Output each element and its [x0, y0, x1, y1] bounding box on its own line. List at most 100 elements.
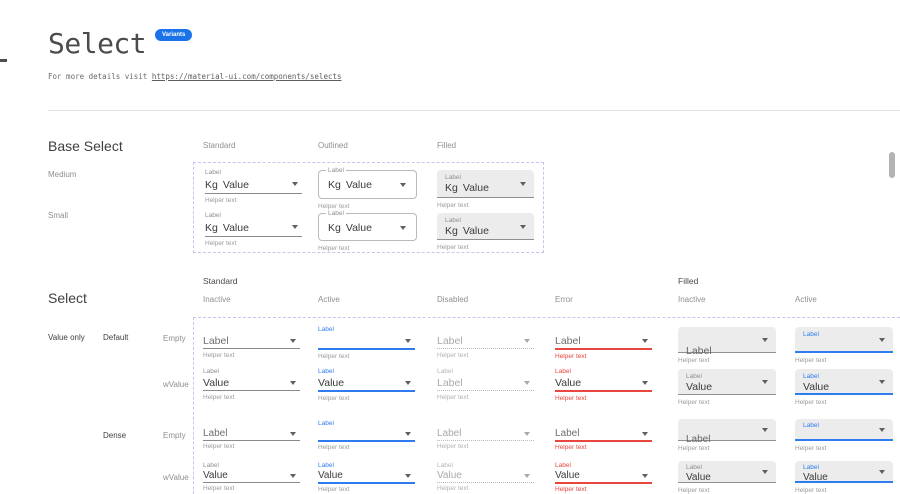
base-col-header-standard: Standard [203, 141, 236, 150]
select-field-filled-active-dense-empty[interactable]: Label Helper text [795, 419, 893, 453]
base-select-filled-small[interactable]: Label Kg Value Helper text [437, 209, 534, 252]
docs-link[interactable]: https://material-ui.com/components/selec… [151, 72, 342, 81]
field-underline [555, 390, 652, 392]
select-field-filled-inactive-dense-wvalue[interactable]: Label Value Helper text [678, 461, 776, 494]
field-value: Value [555, 377, 582, 389]
select-field-standard-error-dense-wvalue[interactable]: Label Value Helper text [555, 461, 652, 494]
select-field-standard-error-default-empty[interactable]: Label Helper text [555, 325, 652, 361]
fill-label-wvalue-default: wValue [163, 380, 189, 389]
dropdown-caret-icon [762, 338, 768, 342]
select-field-standard-disabled-default-wvalue: Label Label Helper text [437, 367, 534, 402]
field-helper-text: Helper text [203, 443, 235, 450]
field-helper-text: Helper text [555, 486, 587, 493]
field-value: Label [437, 377, 463, 389]
dropdown-caret-icon [400, 226, 406, 230]
field-label: Label [803, 464, 819, 471]
subtitle-text: For more details visit [48, 72, 152, 81]
select-field-standard-active-dense-empty[interactable]: Label Helper text [318, 419, 415, 452]
field-value: Label [686, 434, 711, 445]
field-label: Label [203, 462, 219, 469]
field-value-row: Value [555, 376, 652, 390]
dropdown-caret-icon [762, 470, 768, 474]
select-field-standard-inactive-default-empty[interactable]: Label Helper text [203, 325, 300, 360]
field-value: Value [345, 179, 372, 191]
field-label: Label [318, 420, 334, 427]
select-field-standard-active-dense-wvalue[interactable]: Label Value Helper text [318, 461, 415, 494]
filled-field-box: Label Value [795, 461, 893, 483]
field-prefix: Kg [445, 225, 458, 237]
field-label: Label [326, 210, 346, 218]
dropdown-caret-icon [524, 339, 530, 343]
base-select-outlined-medium[interactable]: Label Kg Value Helper text [318, 166, 417, 211]
field-value: Label [203, 428, 228, 439]
field-value-row: Label [203, 334, 300, 348]
field-value: Value [203, 377, 230, 389]
field-label [437, 325, 534, 334]
select-field-filled-active-dense-wvalue[interactable]: Label Value Helper text [795, 461, 893, 494]
field-underline [203, 348, 300, 349]
col-header-std-disabled: Disabled [437, 295, 469, 304]
field-value: Label [437, 428, 462, 439]
field-value: Value [318, 470, 343, 481]
col-header-std-active: Active [318, 295, 340, 304]
filled-field-box: Label Value [678, 461, 776, 483]
field-helper-text: Helper text [318, 353, 350, 360]
select-field-standard-active-default-wvalue[interactable]: Label Value Helper text [318, 367, 415, 403]
filled-field-box: Label Value [678, 369, 776, 395]
select-field-standard-active-default-empty[interactable]: Label Helper text [318, 325, 415, 361]
select-field-filled-active-default-empty[interactable]: Label Helper text [795, 325, 893, 365]
select-field-filled-inactive-default-empty[interactable]: Label Helper text [678, 325, 776, 365]
field-underline [205, 236, 302, 237]
base-select-standard-medium[interactable]: Label Kg Value Helper text [205, 166, 302, 205]
base-select-outlined-small[interactable]: Label Kg Value Helper text [318, 209, 417, 253]
select-field-filled-inactive-default-wvalue[interactable]: Label Value Helper text [678, 367, 776, 407]
select-field-filled-inactive-dense-empty[interactable]: Label Helper text [678, 419, 776, 453]
outlined-field-box: Label Kg Value [318, 167, 417, 199]
field-helper-text: Helper text [437, 443, 469, 450]
field-value: Label [555, 335, 581, 347]
select-field-standard-inactive-dense-wvalue[interactable]: Label Value Helper text [203, 461, 300, 493]
field-helper-text: Helper text [795, 357, 827, 364]
field-label: Label [318, 462, 334, 469]
field-helper-text: Helper text [678, 445, 710, 452]
field-label: Label [437, 462, 453, 469]
dropdown-caret-icon [520, 182, 526, 186]
vertical-scrollbar-thumb[interactable] [889, 152, 895, 178]
field-helper-text: Helper text [318, 203, 350, 210]
select-field-standard-error-dense-empty[interactable]: Label Helper text [555, 419, 652, 452]
select-field-filled-active-default-wvalue[interactable]: Label Value Helper text [795, 367, 893, 407]
field-helper-text: Helper text [555, 444, 587, 451]
field-value: Value [555, 470, 580, 481]
dropdown-caret-icon [524, 474, 530, 478]
field-helper-text: Helper text [203, 394, 235, 401]
base-select-standard-small[interactable]: Label Kg Value Helper text [205, 209, 302, 248]
select-field-standard-error-default-wvalue[interactable]: Label Value Helper text [555, 367, 652, 403]
filled-field-box: Label [678, 419, 776, 445]
col-header-std-error: Error [555, 295, 573, 304]
field-prefix: Kg [205, 179, 218, 191]
field-label: Label [803, 422, 819, 429]
field-helper-text: Helper text [437, 485, 469, 492]
select-grid-frame [193, 317, 900, 494]
select-field-standard-inactive-dense-empty[interactable]: Label Helper text [203, 419, 300, 451]
field-label [686, 330, 768, 339]
field-helper-text: Helper text [203, 352, 235, 359]
field-value-row: Label [555, 334, 652, 348]
page-title: Select [48, 27, 147, 60]
field-value: Value [437, 470, 462, 481]
field-value: Value [686, 381, 713, 393]
field-prefix: Kg [205, 222, 218, 234]
dropdown-caret-icon [290, 432, 296, 436]
field-value: Value [345, 222, 372, 234]
select-field-standard-inactive-default-wvalue[interactable]: Label Value Helper text [203, 367, 300, 402]
field-helper-text: Helper text [678, 399, 710, 406]
base-col-header-filled: Filled [437, 141, 457, 150]
select-field-standard-disabled-dense-wvalue: Label Value Helper text [437, 461, 534, 493]
field-value-row: Value [437, 470, 534, 482]
base-select-frame [193, 162, 544, 253]
base-select-filled-medium[interactable]: Label Kg Value Helper text [437, 166, 534, 210]
field-helper-text: Helper text [555, 395, 587, 402]
field-value-row [318, 428, 415, 440]
field-underline [203, 482, 300, 483]
field-underline [555, 440, 652, 442]
